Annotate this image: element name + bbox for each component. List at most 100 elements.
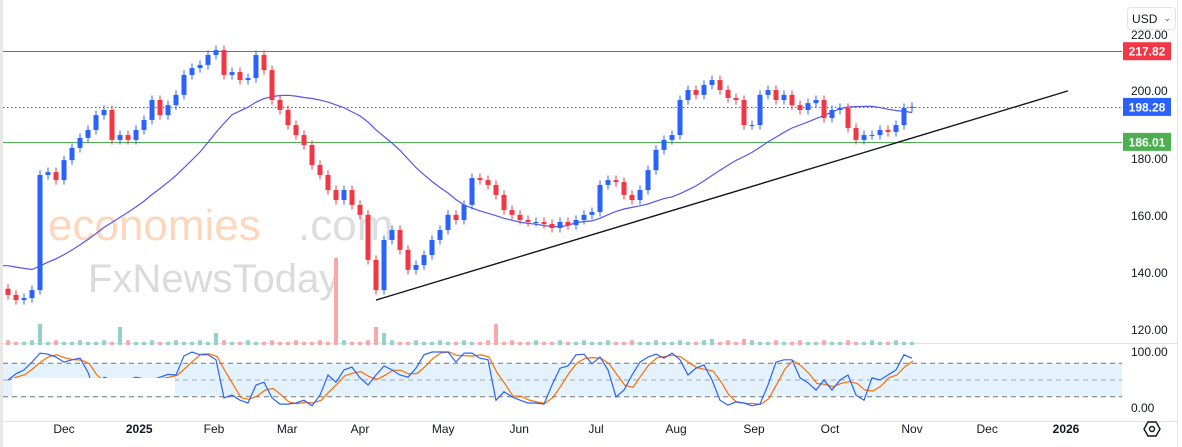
candle-body (317, 164, 323, 175)
volume-bar (206, 342, 210, 345)
candle (373, 255, 379, 295)
volume-bar (342, 340, 346, 345)
candle-body (549, 223, 555, 228)
candle (813, 95, 819, 108)
volume-bar (358, 342, 362, 345)
volume-bar (726, 340, 730, 345)
candle-body (789, 94, 795, 106)
candle-body (813, 100, 819, 104)
candle (29, 285, 35, 303)
currency-label: USD (1132, 11, 1158, 26)
candle (365, 210, 371, 265)
volume-bar (734, 342, 738, 345)
candle-body (677, 100, 683, 136)
candle-body (301, 135, 307, 146)
volume-bar (614, 342, 618, 345)
price-tick-label: 200.00 (1131, 84, 1168, 98)
volume-bar (54, 340, 58, 345)
candle-body (509, 210, 515, 215)
candle (285, 105, 291, 130)
time-axis-label: Sep (743, 422, 765, 436)
candle-body (845, 107, 851, 128)
resistance-label-bg (1123, 42, 1171, 61)
volume-bar (238, 342, 242, 345)
trendline (375, 90, 1069, 301)
volume-bar (878, 342, 882, 345)
volume-bar (86, 342, 90, 345)
volume-bar (470, 342, 474, 345)
volume-bar (582, 340, 586, 345)
candle-body (45, 172, 51, 175)
volume-bar (662, 342, 666, 345)
candle (301, 130, 307, 150)
candle-body (37, 174, 43, 291)
candle (797, 100, 803, 115)
volume-bar (262, 342, 266, 345)
candle-body (365, 214, 371, 260)
volume-bar (606, 340, 610, 345)
time-axis-label: Aug (665, 422, 686, 436)
watermark-logo: economies .com FxNewsToday (48, 201, 393, 301)
volume-bar (766, 342, 770, 345)
candle (181, 70, 187, 100)
candle (189, 63, 195, 80)
candle (581, 210, 587, 225)
candle-body (61, 160, 67, 181)
candle (621, 177, 627, 200)
volume-bar (22, 342, 26, 345)
candle-body (5, 288, 11, 295)
volume-bar (838, 342, 842, 345)
volume-bar (30, 340, 34, 345)
candle-body (645, 170, 651, 191)
time-axis-label: Mar (277, 422, 298, 436)
volume-bar (870, 340, 874, 345)
settings-icon[interactable] (1143, 420, 1161, 438)
candle (245, 73, 251, 85)
candle-body (621, 182, 627, 195)
volume-bar (142, 342, 146, 345)
candle (165, 100, 171, 120)
candle (557, 217, 563, 233)
currency-selector[interactable]: USD ⌄ (1127, 7, 1176, 30)
candle (445, 210, 451, 235)
volume-bar (718, 342, 722, 345)
volume-bar (270, 340, 274, 345)
candle (645, 165, 651, 195)
candle (349, 185, 355, 210)
volume-bar (190, 342, 194, 345)
volume-bar (398, 342, 402, 345)
candle-body (237, 72, 243, 81)
volume-bar (438, 340, 442, 345)
candle-body (189, 68, 195, 75)
volume-bar (230, 342, 234, 345)
candle-body (501, 194, 507, 211)
candle-body (885, 129, 891, 132)
candle-body (429, 239, 435, 256)
volume-bar (182, 342, 186, 345)
volume-bar (630, 340, 634, 345)
price-tick-label: 140.00 (1131, 266, 1168, 280)
candle-body (13, 294, 19, 301)
candle-body (85, 129, 91, 138)
candle (829, 105, 835, 123)
candle (253, 50, 259, 83)
candle (725, 85, 731, 103)
stochastic-legend-mask (12, 378, 175, 396)
candle-body (837, 107, 843, 110)
volume-bar (14, 342, 18, 345)
candle (773, 85, 779, 105)
volume-bar (782, 342, 786, 345)
volume-bar (862, 342, 866, 345)
time-axis-label: Feb (204, 422, 225, 436)
time-axis-label: Nov (901, 422, 922, 436)
candle-body (53, 172, 59, 181)
volume-bar (654, 340, 658, 345)
candle-body (829, 109, 835, 118)
volume-bar (710, 339, 714, 345)
volume-bar (510, 340, 514, 345)
volume-bar (886, 342, 890, 345)
resistance-label: 217.82 (1129, 45, 1166, 59)
candle (685, 85, 691, 105)
candle-body (565, 221, 571, 226)
